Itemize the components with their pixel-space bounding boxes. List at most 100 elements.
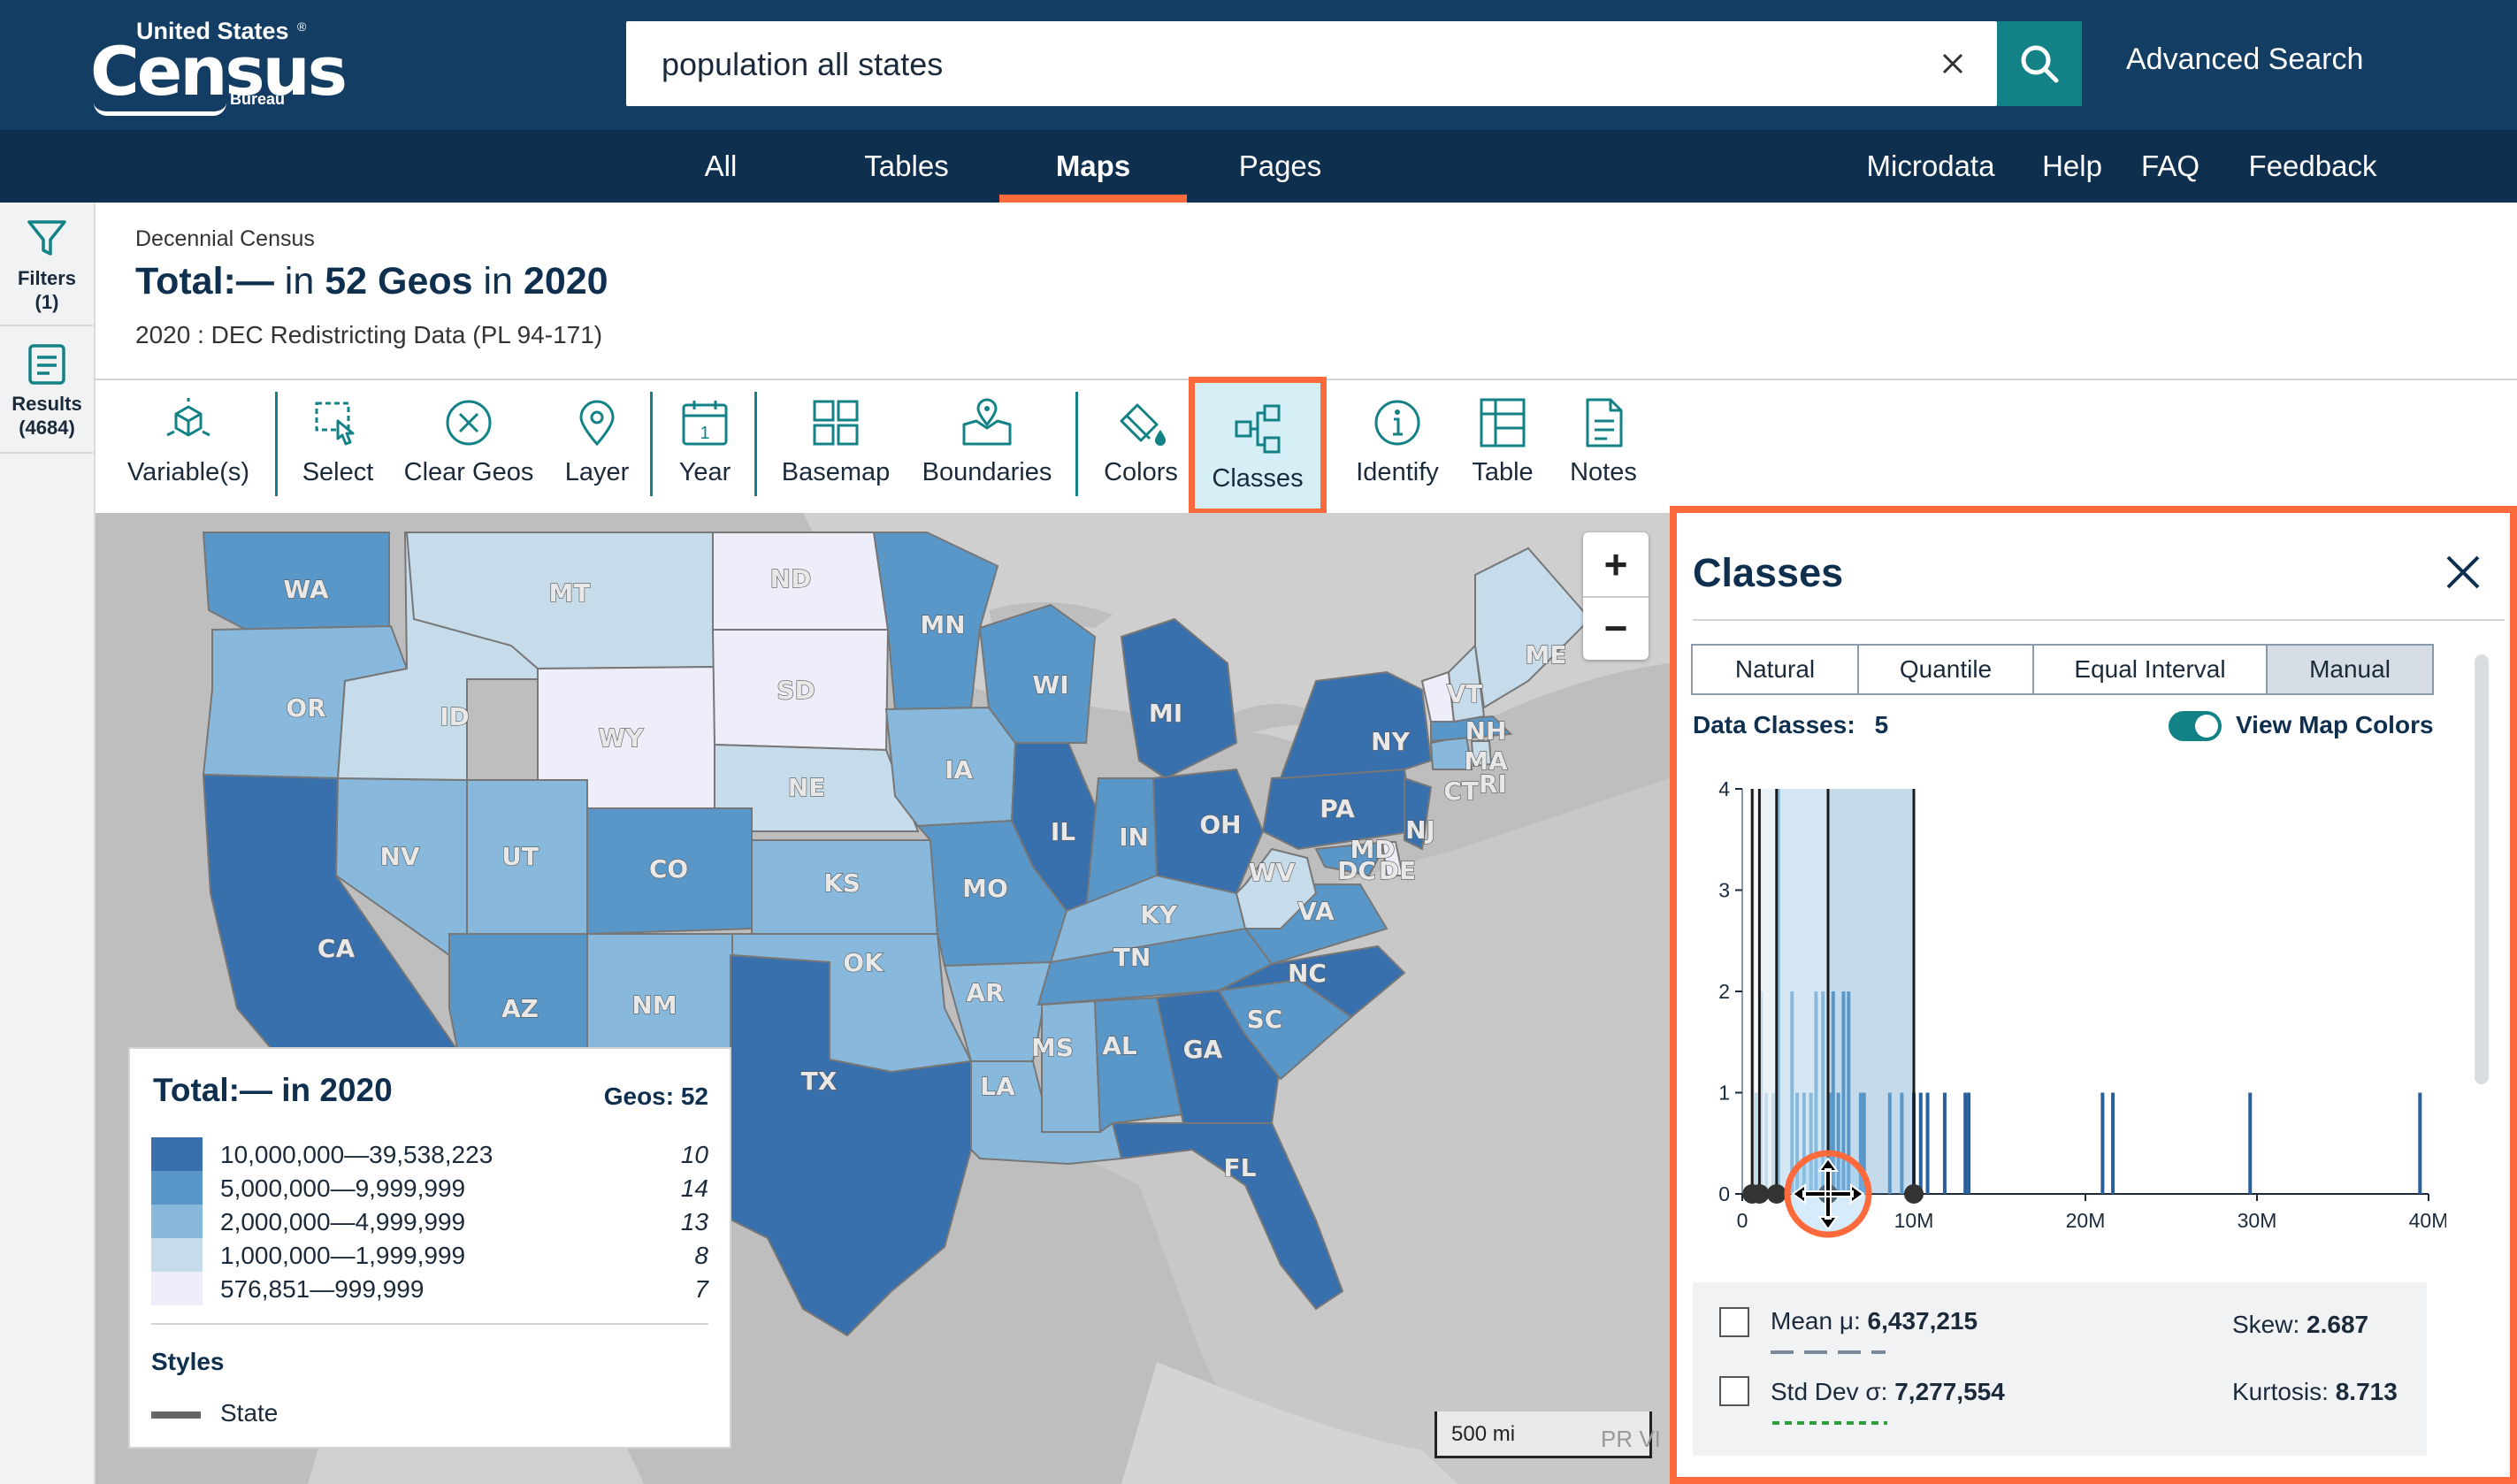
tool-layer-label: Layer (564, 458, 630, 486)
zoom-in-button[interactable]: + (1583, 532, 1649, 598)
tool-year-label: Year (678, 458, 731, 486)
method-manual[interactable]: Manual (2266, 644, 2434, 695)
filters-button[interactable]: Filters (1) (0, 217, 94, 314)
classes-panel-title: Classes (1693, 550, 1844, 595)
state-label-wv: WV (1249, 858, 1296, 887)
state-label-wy: WY (598, 723, 644, 753)
tab-maps[interactable]: Maps (999, 130, 1187, 203)
state-label-ar: AR (966, 978, 1004, 1007)
class-break-handle (1904, 1184, 1924, 1204)
state-fl[interactable] (1111, 1122, 1344, 1311)
hierarchy-icon (1235, 404, 1281, 454)
state-al[interactable] (1093, 996, 1185, 1134)
state-label-ma: MA (1464, 746, 1508, 776)
tool-select[interactable]: Select (294, 398, 382, 504)
advanced-search-link[interactable]: Advanced Search (2126, 42, 2364, 76)
tool-layer[interactable]: Layer (557, 398, 637, 504)
state-ar[interactable] (943, 960, 1052, 1062)
tool-colors[interactable]: Colors (1097, 398, 1185, 504)
histogram-bar (1764, 1092, 1769, 1194)
clear-search-button[interactable] (1933, 44, 1972, 83)
histogram-bar (1963, 1092, 1968, 1194)
census-logo[interactable]: United States ® Census Bureau (88, 18, 348, 116)
std-dev-value: 7,277,554 (1894, 1378, 2005, 1405)
state-ny[interactable] (1279, 670, 1433, 780)
tool-boundaries[interactable]: Boundaries (920, 398, 1054, 504)
state-label-mi: MI (1149, 699, 1182, 728)
state-wv[interactable] (1235, 847, 1318, 929)
tool-variables[interactable]: Variable(s) (122, 398, 255, 504)
toolbar-separator (275, 392, 278, 496)
tab-tables[interactable]: Tables (864, 149, 949, 182)
link-feedback[interactable]: Feedback (2248, 149, 2377, 182)
zoom-out-button[interactable]: − (1603, 605, 1628, 651)
tab-pages[interactable]: Pages (1238, 149, 1322, 182)
state-wi[interactable] (978, 603, 1097, 744)
method-equal-interval[interactable]: Equal Interval (2032, 644, 2268, 695)
link-help[interactable]: Help (2042, 149, 2102, 182)
std-dev-checkbox[interactable] (1719, 1376, 1749, 1406)
state-mn[interactable] (872, 532, 999, 711)
link-faq[interactable]: FAQ (2140, 149, 2200, 182)
left-rail: Filters (1) Results (4684) (0, 203, 96, 1484)
state-ne[interactable] (714, 743, 920, 832)
map-scale-bar: 500 mi (1434, 1411, 1652, 1458)
search-button[interactable] (1997, 21, 2082, 106)
method-natural[interactable]: Natural (1691, 644, 1859, 695)
tool-variables-label: Variable(s) (126, 458, 250, 486)
tab-all[interactable]: All (704, 149, 738, 182)
state-md[interactable] (1314, 840, 1389, 877)
histogram-bar (1942, 1092, 1947, 1194)
tool-table-label: Table (1472, 458, 1534, 486)
results-button[interactable]: Results (4684) (0, 342, 94, 440)
results-label: Results (11, 393, 82, 415)
tool-basemap-label: Basemap (781, 458, 891, 486)
state-mi[interactable] (1120, 617, 1238, 780)
survey-name: Decennial Census (135, 226, 315, 251)
histogram-bar (1831, 991, 1835, 1194)
mean-checkbox[interactable] (1719, 1307, 1749, 1337)
state-label-nh: NH (1465, 716, 1507, 746)
y-tick-label: 4 (1718, 777, 1730, 800)
state-ri[interactable] (1470, 740, 1493, 768)
clear-circle-icon (446, 400, 492, 446)
class-break-handle (1749, 1184, 1770, 1204)
state-nh[interactable] (1447, 643, 1486, 723)
mean-stat: Mean μ: 6,437,215 (1771, 1307, 1978, 1335)
x-tick-label: 20M (2066, 1209, 2106, 1232)
data-classes-value: 5 (1874, 711, 1889, 738)
state-label-nv: NV (379, 842, 419, 871)
histogram-chart[interactable]: 0 1 2 3 4 0 10M 20M 30M 40M (1686, 769, 2446, 1274)
data-classes-label: Data Classes: (1693, 711, 1855, 738)
tool-clear-geos[interactable]: Clear Geos (402, 398, 535, 504)
tool-year[interactable]: 1 Year (665, 398, 745, 504)
map-pin-icon (579, 400, 615, 447)
state-me[interactable] (1474, 547, 1592, 709)
view-map-colors-toggle[interactable] (2169, 711, 2222, 741)
tool-notes[interactable]: Notes (1561, 398, 1646, 504)
tool-basemap[interactable]: Basemap (778, 398, 893, 504)
tool-identify[interactable]: Identify (1349, 398, 1446, 504)
search-input[interactable] (660, 35, 1884, 94)
page-title: Total:— in 52 Geos in 2020 (135, 260, 608, 303)
link-microdata[interactable]: Microdata (1866, 149, 1995, 182)
tool-classes-label: Classes (1212, 464, 1304, 493)
legend-range: 576,851—999,999 (220, 1275, 425, 1303)
state-ga[interactable] (1155, 989, 1282, 1124)
scale-label: 500 mi (1451, 1422, 1516, 1446)
legend-row: 2,000,000—4,999,999 13 (151, 1205, 708, 1238)
method-quantile[interactable]: Quantile (1857, 644, 2034, 695)
tool-classes[interactable]: Classes (1189, 377, 1327, 515)
tool-table[interactable]: Table (1463, 398, 1542, 504)
close-panel-button[interactable] (2441, 550, 2485, 594)
state-ms[interactable] (1041, 999, 1102, 1133)
histogram-bar (1847, 991, 1851, 1194)
x-tick-label: 30M (2238, 1209, 2277, 1232)
histogram-bar (1858, 1092, 1863, 1194)
state-label-or: OR (286, 693, 325, 723)
panel-scrollbar[interactable] (2475, 654, 2489, 1084)
state-de[interactable] (1381, 841, 1404, 876)
legend-row: 576,851—999,999 7 (151, 1272, 708, 1305)
histogram-bar (2248, 1092, 2253, 1194)
state-nj[interactable] (1404, 776, 1433, 851)
